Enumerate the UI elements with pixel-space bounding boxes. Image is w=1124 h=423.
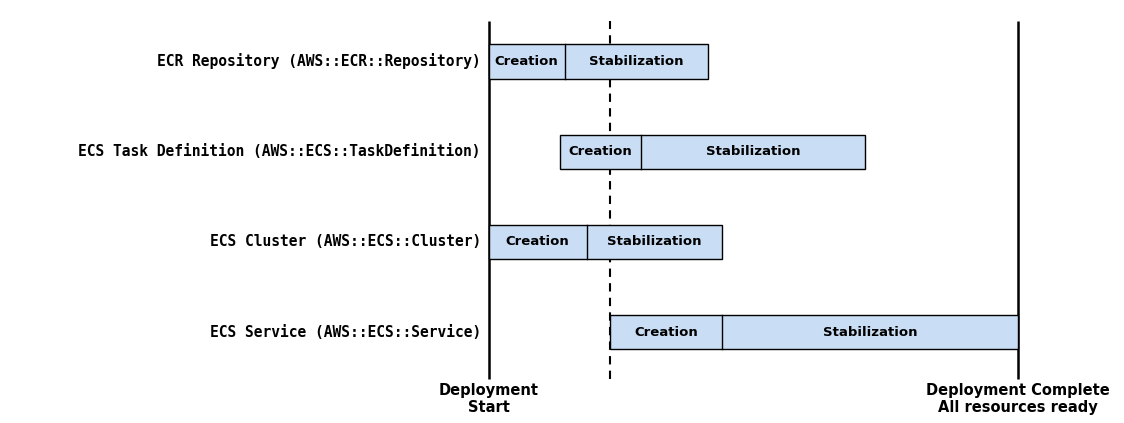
Text: Creation: Creation xyxy=(634,326,698,339)
Bar xyxy=(560,135,865,169)
Text: Stabilization: Stabilization xyxy=(589,55,683,68)
Text: ECS Cluster (AWS::ECS::Cluster): ECS Cluster (AWS::ECS::Cluster) xyxy=(210,234,481,250)
Bar xyxy=(489,225,723,259)
Text: ECR Repository (AWS::ECR::Repository): ECR Repository (AWS::ECR::Repository) xyxy=(157,53,481,69)
Text: Stabilization: Stabilization xyxy=(823,326,917,339)
Text: ECS Service (AWS::ECS::Service): ECS Service (AWS::ECS::Service) xyxy=(210,324,481,340)
Text: Creation: Creation xyxy=(506,235,570,248)
Text: Stabilization: Stabilization xyxy=(706,145,800,158)
Text: Deployment Complete
All resources ready: Deployment Complete All resources ready xyxy=(926,383,1109,415)
Text: Creation: Creation xyxy=(569,145,633,158)
Text: Stabilization: Stabilization xyxy=(607,235,701,248)
Text: Deployment
Start: Deployment Start xyxy=(438,383,538,415)
Bar xyxy=(609,315,1018,349)
Text: ECS Task Definition (AWS::ECS::TaskDefinition): ECS Task Definition (AWS::ECS::TaskDefin… xyxy=(79,144,481,159)
Text: Creation: Creation xyxy=(495,55,559,68)
Bar xyxy=(489,44,708,79)
